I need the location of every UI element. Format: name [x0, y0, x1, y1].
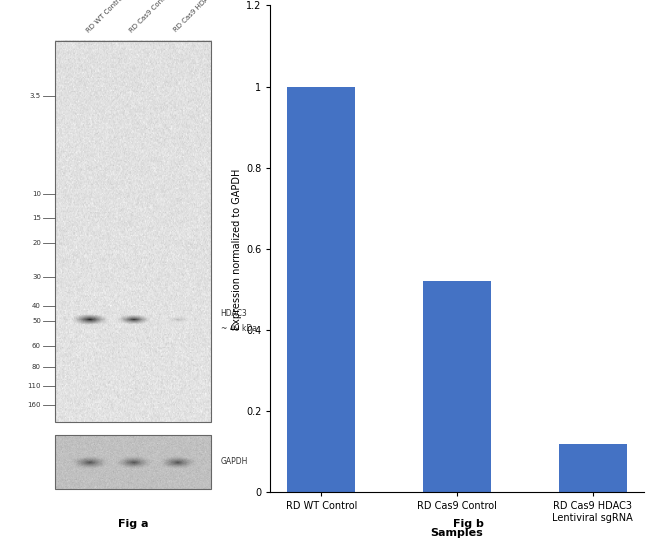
Bar	[55, 435, 211, 489]
Bar	[423, 281, 491, 492]
Text: Fig b: Fig b	[452, 519, 484, 529]
Bar	[559, 444, 627, 492]
Text: 80: 80	[32, 364, 41, 370]
X-axis label: Samples: Samples	[430, 529, 484, 538]
Text: 160: 160	[27, 403, 41, 408]
Text: RD WT Control: RD WT Control	[85, 0, 125, 34]
Text: 30: 30	[32, 274, 41, 280]
Text: 20: 20	[32, 240, 41, 246]
Text: 15: 15	[32, 215, 41, 221]
Text: 10: 10	[32, 190, 41, 196]
Text: 60: 60	[32, 343, 41, 349]
Text: ~ 49 kDa: ~ 49 kDa	[220, 324, 257, 333]
Text: RD Cas9 HDAC3 Lentiviral sgRNA: RD Cas9 HDAC3 Lentiviral sgRNA	[173, 0, 259, 34]
Text: 3.5: 3.5	[30, 93, 41, 100]
Text: HDAC3: HDAC3	[220, 309, 247, 318]
Bar	[287, 87, 355, 492]
Y-axis label: Expression normalized to GAPDH: Expression normalized to GAPDH	[232, 168, 242, 329]
Text: GAPDH: GAPDH	[220, 457, 248, 466]
Text: Fig a: Fig a	[118, 519, 148, 529]
Bar	[55, 41, 211, 423]
Text: RD Cas9 Control: RD Cas9 Control	[129, 0, 174, 34]
Text: 110: 110	[27, 383, 41, 389]
Text: 40: 40	[32, 303, 41, 309]
Text: 50: 50	[32, 318, 41, 325]
